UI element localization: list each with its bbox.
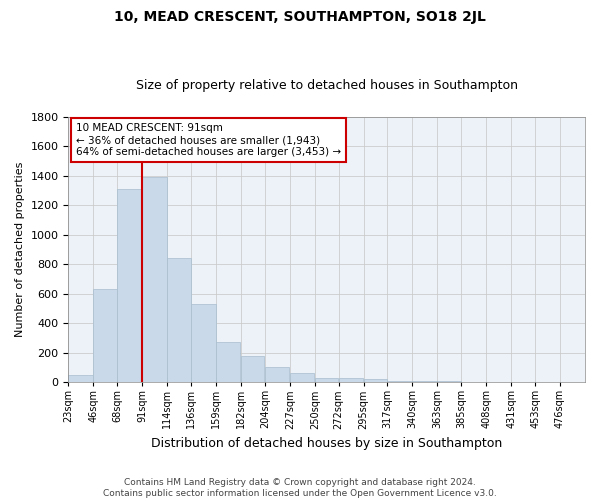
Y-axis label: Number of detached properties: Number of detached properties — [15, 162, 25, 337]
Text: Contains HM Land Registry data © Crown copyright and database right 2024.
Contai: Contains HM Land Registry data © Crown c… — [103, 478, 497, 498]
Bar — [142, 177, 167, 382]
Bar — [216, 342, 241, 382]
Bar — [241, 356, 265, 382]
Bar — [388, 380, 412, 382]
Bar — [117, 189, 142, 382]
Bar — [290, 372, 314, 382]
Text: 10, MEAD CRESCENT, SOUTHAMPTON, SO18 2JL: 10, MEAD CRESCENT, SOUTHAMPTON, SO18 2JL — [114, 10, 486, 24]
Bar — [412, 381, 437, 382]
Bar — [315, 378, 338, 382]
Bar — [167, 258, 191, 382]
X-axis label: Distribution of detached houses by size in Southampton: Distribution of detached houses by size … — [151, 437, 502, 450]
Bar — [364, 380, 387, 382]
Bar — [94, 290, 117, 382]
Bar — [338, 378, 363, 382]
Bar — [191, 304, 215, 382]
Title: Size of property relative to detached houses in Southampton: Size of property relative to detached ho… — [136, 79, 518, 92]
Bar — [68, 375, 93, 382]
Bar — [265, 368, 289, 382]
Text: 10 MEAD CRESCENT: 91sqm
← 36% of detached houses are smaller (1,943)
64% of semi: 10 MEAD CRESCENT: 91sqm ← 36% of detache… — [76, 124, 341, 156]
